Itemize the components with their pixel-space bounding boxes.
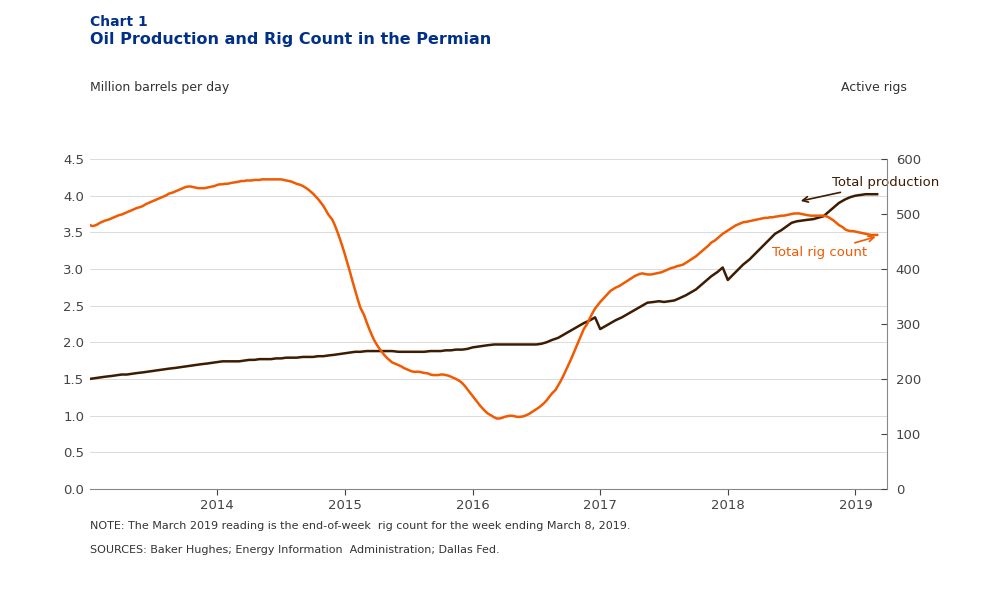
Text: Million barrels per day: Million barrels per day — [90, 81, 229, 94]
Text: Total rig count: Total rig count — [773, 236, 874, 259]
Text: NOTE: The March 2019 reading is the end-of-week  rig count for the week ending M: NOTE: The March 2019 reading is the end-… — [90, 521, 630, 531]
Text: SOURCES: Baker Hughes; Energy Information  Administration; Dallas Fed.: SOURCES: Baker Hughes; Energy Informatio… — [90, 545, 499, 555]
Text: Oil Production and Rig Count in the Permian: Oil Production and Rig Count in the Perm… — [90, 32, 491, 47]
Text: Active rigs: Active rigs — [841, 81, 907, 94]
Text: Total production: Total production — [803, 176, 940, 202]
Text: Chart 1: Chart 1 — [90, 15, 148, 29]
